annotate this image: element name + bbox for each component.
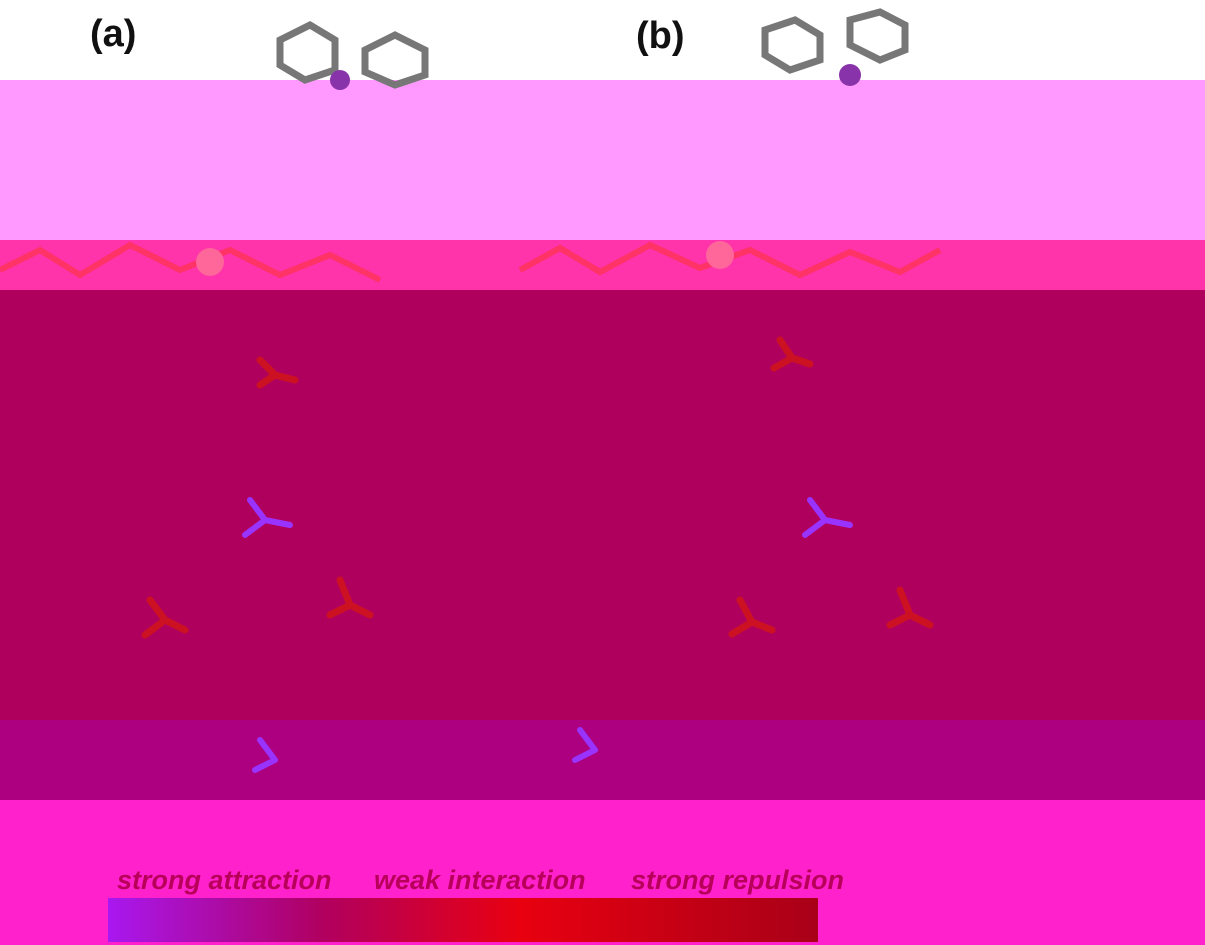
panel-label: (a) [90, 13, 136, 55]
purple-molecules [242, 497, 853, 773]
colorbar-label: weak interaction [374, 865, 586, 895]
purple-band [0, 720, 1205, 800]
molecule-b [761, 8, 909, 86]
molecule-band [0, 240, 1205, 290]
dark-band [0, 290, 1205, 720]
colorbar [108, 898, 818, 942]
molecule-layer [0, 241, 942, 283]
colorbar-label: strong repulsion [631, 865, 844, 895]
molecule-a [276, 21, 429, 90]
colorbar-label: strong attraction [117, 865, 332, 895]
top-background [0, 0, 1205, 80]
pink-band [0, 80, 1205, 240]
solvent-molecules [141, 336, 934, 639]
panel-label: (b) [636, 15, 685, 57]
